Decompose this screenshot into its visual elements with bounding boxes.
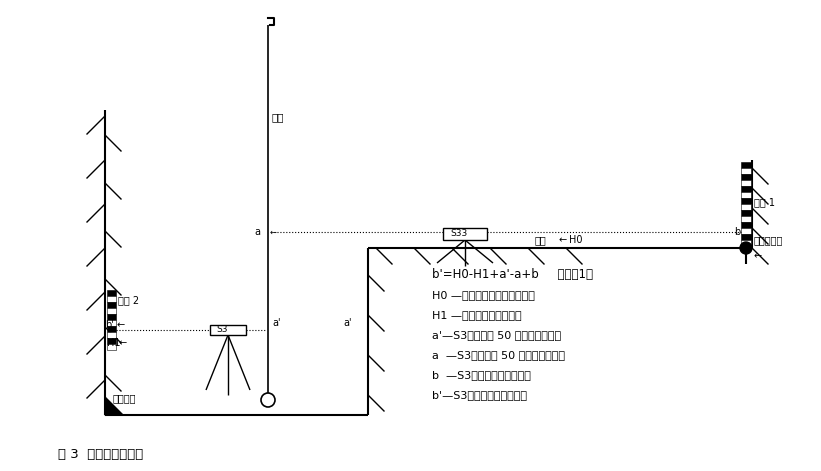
Text: 图 3  高程的竖向传递: 图 3 高程的竖向传递: [58, 448, 143, 462]
Text: H0: H0: [569, 235, 583, 245]
Bar: [741, 186, 751, 192]
Text: 待测楼层: 待测楼层: [113, 393, 136, 403]
Bar: [107, 338, 116, 344]
Text: a: a: [254, 227, 260, 237]
Text: H1 —待测楼层设计标高；: H1 —待测楼层设计标高；: [432, 310, 521, 320]
Circle shape: [261, 393, 275, 407]
Bar: [107, 344, 116, 350]
Bar: [741, 198, 751, 204]
Bar: [107, 320, 116, 326]
Bar: [107, 290, 116, 296]
Text: ←: ←: [117, 320, 125, 330]
Bar: [443, 228, 487, 240]
Bar: [741, 204, 751, 210]
Bar: [741, 192, 751, 198]
Bar: [741, 168, 751, 174]
Bar: [741, 234, 751, 240]
Bar: [741, 180, 751, 186]
Text: H1: H1: [107, 338, 121, 348]
Text: a': a': [343, 318, 351, 328]
Text: S33: S33: [450, 229, 467, 238]
Circle shape: [740, 242, 752, 254]
Text: 地面: 地面: [535, 235, 547, 245]
Text: b: b: [734, 227, 741, 237]
Bar: [107, 314, 116, 320]
Text: 标高基准点: 标高基准点: [754, 235, 783, 245]
Bar: [107, 302, 116, 308]
Bar: [741, 174, 751, 180]
Bar: [107, 326, 116, 332]
Polygon shape: [105, 397, 123, 415]
Bar: [741, 222, 751, 228]
Text: 钢尺: 钢尺: [272, 112, 285, 122]
Text: b'—S3水准仪的塔尺读数；: b'—S3水准仪的塔尺读数；: [432, 390, 527, 400]
Bar: [741, 240, 751, 246]
Text: 塔尺 1: 塔尺 1: [754, 197, 775, 207]
Text: b'=H0-H1+a'-a+b     公式（1）: b'=H0-H1+a'-a+b 公式（1）: [432, 268, 593, 281]
Bar: [107, 296, 116, 302]
Text: 塔尺 2: 塔尺 2: [118, 295, 139, 305]
Text: H0 —地下室标高基准点高程；: H0 —地下室标高基准点高程；: [432, 290, 534, 300]
Bar: [741, 210, 751, 216]
Text: a': a': [272, 318, 281, 328]
Bar: [107, 308, 116, 314]
Text: ←: ←: [270, 227, 277, 236]
Bar: [107, 332, 116, 338]
Text: b': b': [105, 320, 114, 330]
Bar: [210, 325, 246, 335]
Text: a'—S3水准仪在 50 米钢尺上读数；: a'—S3水准仪在 50 米钢尺上读数；: [432, 330, 561, 340]
Bar: [741, 216, 751, 222]
Text: S3: S3: [216, 325, 227, 334]
Bar: [741, 162, 751, 168]
Text: b  —S3水准仪的塔尺读数。: b —S3水准仪的塔尺读数。: [432, 370, 531, 380]
Bar: [741, 228, 751, 234]
Text: ←: ←: [119, 338, 127, 348]
Text: a  —S3水准仪在 50 米钢尺上读数；: a —S3水准仪在 50 米钢尺上读数；: [432, 350, 565, 360]
Text: ←: ←: [559, 235, 567, 245]
Text: ←: ←: [754, 251, 762, 261]
